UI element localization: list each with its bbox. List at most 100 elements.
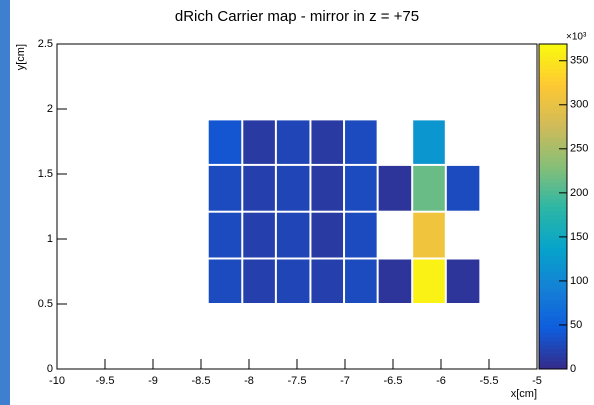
- colorbar-band: [539, 72, 567, 77]
- colorbar-band: [539, 186, 567, 191]
- x-tick-label: -6: [436, 375, 446, 387]
- y-tick-label: 2.5: [38, 38, 53, 50]
- colorbar-band: [539, 149, 567, 155]
- colorbar-band: [539, 161, 567, 167]
- z-exponent-label: ×10³: [566, 32, 587, 43]
- colorbar-band: [539, 308, 567, 313]
- colorbar-band: [539, 328, 567, 333]
- colorbar-band: [539, 267, 567, 272]
- colorbar-band: [539, 291, 567, 297]
- colorbar-band: [539, 80, 567, 86]
- heat-cell: [208, 120, 242, 164]
- colorbar-band: [539, 125, 567, 130]
- colorbar-band: [539, 320, 567, 325]
- x-axis-label: x[cm]: [511, 388, 537, 400]
- heat-cell: [311, 120, 344, 164]
- heat-cell: [276, 120, 310, 164]
- colorbar-band: [539, 165, 567, 171]
- colorbar-tick-label: 300: [570, 99, 588, 111]
- heat-cell: [446, 259, 480, 303]
- colorbar-band: [539, 304, 567, 309]
- colorbar-band: [539, 356, 567, 362]
- heat-cell: [345, 259, 377, 303]
- colorbar-band: [539, 283, 567, 289]
- heat-cell: [311, 212, 344, 258]
- colorbar-band: [539, 210, 567, 216]
- heat-cell: [311, 259, 344, 303]
- colorbar-band: [539, 287, 567, 293]
- heat-cell: [378, 259, 412, 303]
- heat-cell: [243, 165, 275, 211]
- x-tick-label: -9: [148, 375, 158, 387]
- colorbar-band: [539, 145, 567, 151]
- colorbar-band: [539, 109, 567, 114]
- heat-cell: [276, 212, 310, 258]
- colorbar-band: [539, 230, 567, 236]
- colorbar-band: [539, 247, 567, 252]
- x-tick-label: -5: [532, 375, 542, 387]
- colorbar-band: [539, 190, 567, 195]
- colorbar-band: [539, 174, 567, 179]
- heat-cell: [413, 165, 445, 211]
- colorbar-band: [539, 178, 567, 183]
- x-tick-label: -7: [340, 375, 350, 387]
- colorbar-band: [539, 56, 567, 61]
- x-tick-label: -7.5: [288, 375, 307, 387]
- window-edge: [0, 0, 10, 405]
- x-tick-label: -5.5: [480, 375, 499, 387]
- colorbar-band: [539, 295, 567, 301]
- colorbar-band: [539, 141, 567, 147]
- colorbar-band: [539, 92, 567, 98]
- y-tick-label: 1: [47, 233, 53, 245]
- colorbar-band: [539, 117, 567, 122]
- colorbar-band: [539, 202, 567, 207]
- colorbar-band: [539, 348, 567, 354]
- colorbar-band: [539, 44, 567, 49]
- heat-cell: [208, 259, 242, 303]
- colorbar-band: [539, 169, 567, 175]
- colorbar-band: [539, 113, 567, 118]
- colorbar-band: [539, 206, 567, 212]
- heat-cell: [413, 212, 445, 258]
- colorbar-band: [539, 133, 567, 138]
- heat-cell: [413, 259, 445, 303]
- heat-cell: [378, 165, 412, 211]
- chart-title: dRich Carrier map - mirror in z = +75: [175, 8, 419, 25]
- colorbar-band: [539, 137, 567, 142]
- colorbar-band: [539, 48, 567, 53]
- colorbar-band: [539, 312, 567, 317]
- colorbar-tick-label: 100: [570, 275, 588, 287]
- colorbar-frame: [538, 43, 568, 370]
- colorbar-band: [539, 100, 567, 106]
- colorbar-band: [539, 157, 567, 163]
- colorbar-band: [539, 243, 567, 248]
- colorbar-band: [539, 84, 567, 90]
- y-axis-label: y[cm]: [15, 44, 27, 70]
- colorbar-band: [539, 336, 567, 342]
- colorbar-band: [539, 64, 567, 69]
- colorbar-band: [539, 121, 567, 126]
- colorbar-band: [539, 352, 567, 358]
- colorbar-band: [539, 259, 567, 264]
- heat-cell: [208, 165, 242, 211]
- heat-cell: [243, 259, 275, 303]
- colorbar-band: [539, 129, 567, 134]
- x-tick-label: -8.5: [192, 375, 211, 387]
- colorbar-band: [539, 153, 567, 159]
- colorbar-tick-label: 150: [570, 231, 588, 243]
- heat-cell: [243, 120, 275, 164]
- y-tick-label: 0.5: [38, 298, 53, 310]
- heat-cell: [413, 120, 445, 164]
- heat-cell: [446, 165, 480, 211]
- colorbar-band: [539, 214, 567, 220]
- heat-cell: [345, 165, 377, 211]
- colorbar-band: [539, 104, 567, 110]
- colorbar-band: [539, 96, 567, 102]
- colorbar-band: [539, 316, 567, 321]
- y-tick-label: 1.5: [38, 168, 53, 180]
- colorbar-tick-label: 50: [570, 319, 582, 331]
- heat-cell: [345, 120, 377, 164]
- colorbar-tick-label: 0: [570, 363, 576, 375]
- colorbar-band: [539, 364, 567, 370]
